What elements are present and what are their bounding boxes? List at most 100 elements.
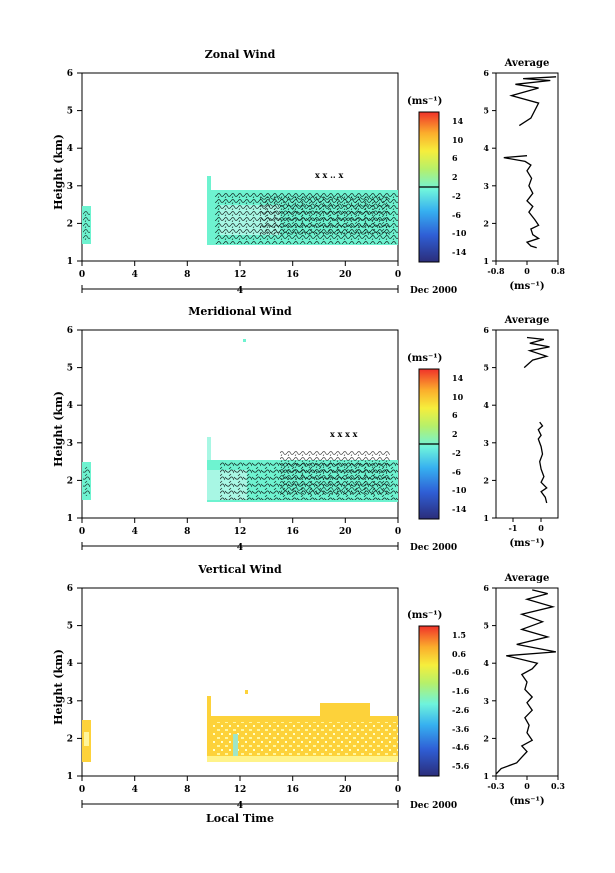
- zonal-colorbar-unit: (ms⁻¹): [407, 96, 442, 107]
- meridional-avg-frame: [495, 329, 559, 519]
- meridional-cb-tick: -10: [452, 485, 467, 495]
- meridional-contours-2: [280, 450, 390, 495]
- zonal-avg-ytick: 5: [483, 106, 489, 116]
- vertical-xtick: 0: [79, 785, 85, 795]
- meridional-cb-tick: 14: [452, 373, 464, 383]
- meridional-avg-ytick: 1: [483, 513, 489, 523]
- zonal-cb-tick: 6: [452, 153, 458, 163]
- meridional-cb-tick: 10: [452, 392, 464, 402]
- vertical-average-panel: Average 1 2 3 4 5 6 -0.3 0 0.3 (ms⁻¹): [483, 573, 565, 807]
- zonal-panel: Zonal Wind x x .. x Height (km) 1 2 3 4 …: [52, 48, 565, 296]
- vertical-date-label: Dec 2000: [410, 801, 457, 811]
- vertical-cb-tick: -5.6: [452, 761, 470, 771]
- zonal-avg-ytick: 2: [483, 218, 489, 228]
- zonal-ytick: 5: [67, 107, 73, 117]
- meridional-cb-tick: -14: [452, 504, 467, 514]
- zonal-cb-tick: 14: [452, 116, 464, 126]
- meridional-cb-tick: 2: [452, 429, 458, 439]
- meridional-cb-tick: -6: [452, 467, 461, 477]
- meridional-x-axis: 0 4 8 12 16 20 0 4 Dec 2000: [79, 518, 457, 553]
- meridional-ytick: 5: [67, 364, 73, 374]
- vertical-ytick: 6: [67, 584, 73, 594]
- meridional-ytick: 1: [67, 514, 73, 524]
- vertical-avg-ytick: 3: [483, 696, 489, 706]
- zonal-avg-xtick: -0.8: [487, 266, 505, 276]
- meridional-avg-xlabel: (ms⁻¹): [509, 538, 544, 549]
- zonal-title: Zonal Wind: [205, 48, 276, 61]
- vertical-cover-dot: [245, 690, 248, 694]
- vertical-cover-light: [212, 722, 398, 756]
- vertical-xtick: 4: [132, 785, 138, 795]
- meridional-xtick: 12: [234, 527, 247, 537]
- vertical-avg-profile: [495, 589, 557, 775]
- meridional-avg-ytick: 2: [483, 475, 489, 485]
- vertical-cb-tick: -3.6: [452, 724, 470, 734]
- zonal-ytick: 3: [67, 182, 73, 192]
- vertical-avg-title: Average: [504, 573, 550, 584]
- zonal-ytick: 6: [67, 69, 73, 79]
- zonal-avg-xtick: 0.8: [551, 266, 565, 276]
- zonal-contours-early: [83, 210, 90, 240]
- zonal-xtick: 0: [395, 270, 401, 280]
- vertical-title: Vertical Wind: [197, 563, 282, 576]
- zonal-contours-2: [260, 196, 390, 236]
- vertical-avg-ytick: 4: [483, 658, 489, 668]
- vertical-cb-tick: -1.6: [452, 686, 470, 696]
- meridional-cover-spike: [207, 437, 211, 460]
- meridional-cover-dot: [243, 339, 246, 342]
- vertical-cb-tick: -4.6: [452, 742, 470, 752]
- zonal-xtick: 8: [184, 270, 190, 280]
- meridional-avg-xtick: 0: [538, 523, 544, 533]
- vertical-avg-ytick: 6: [483, 583, 489, 593]
- meridional-xtick: 16: [286, 527, 299, 537]
- meridional-avg-profile: [537, 421, 548, 504]
- vertical-avg-xtick: 0.3: [551, 781, 565, 791]
- zonal-cover-spike: [207, 176, 211, 190]
- vertical-cover-upper: [320, 703, 370, 716]
- zonal-cb-tick: -10: [452, 228, 467, 238]
- meridional-colorbar: (ms⁻¹) 14 10 6 2 -2 -6 -10 -14: [407, 353, 467, 520]
- meridional-cb-tick: 6: [452, 410, 458, 420]
- vertical-cb-tick: 0.6: [452, 649, 466, 659]
- meridional-ytick: 2: [67, 476, 73, 486]
- vertical-colorbar: (ms⁻¹) 1.5 0.6 -0.6 -1.6 -2.6 -3.6 -4.6 …: [407, 610, 470, 777]
- zonal-avg-ytick: 4: [483, 143, 489, 153]
- vertical-xtick: 0: [395, 785, 401, 795]
- zonal-xtick: 12: [234, 270, 247, 280]
- zonal-avg-ytick: 6: [483, 68, 489, 78]
- meridional-xtick: 0: [395, 527, 401, 537]
- vertical-ytick: 4: [67, 659, 73, 669]
- meridional-avg-profile-upper: [523, 336, 550, 369]
- vertical-coverage: [82, 690, 398, 762]
- zonal-average-panel: Average 1 2 3 4 5 6 -0.8 0 0.8 (ms⁻¹): [483, 58, 565, 292]
- zonal-cb-tick: 2: [452, 172, 458, 182]
- zonal-colorbar: (ms⁻¹) 14 10 6 2 -2 -6 -10 -14: [407, 96, 467, 263]
- meridional-date-label: Dec 2000: [410, 543, 457, 553]
- meridional-ylabel: Height (km): [52, 391, 65, 467]
- zonal-avg-frame: [495, 72, 559, 262]
- vertical-avg-xlabel: (ms⁻¹): [509, 796, 544, 807]
- meridional-date-day: 4: [237, 543, 243, 553]
- zonal-ylabel: Height (km): [52, 134, 65, 210]
- vertical-ylabel: Height (km): [52, 649, 65, 725]
- meridional-ytick: 4: [67, 401, 73, 411]
- vertical-cb-tick: 1.5: [452, 630, 466, 640]
- vertical-avg-ytick: 2: [483, 733, 489, 743]
- vertical-date-day: 4: [237, 801, 243, 811]
- vertical-ytick: 5: [67, 622, 73, 632]
- vertical-avg-ytick: 1: [483, 771, 489, 781]
- vertical-xtick: 12: [234, 785, 247, 795]
- meridional-average-panel: Average 1 2 3 4 5 6 -1 0 (ms⁻¹): [483, 315, 559, 549]
- meridional-y-axis: Height (km) 1 2 3 4 5 6: [52, 326, 82, 524]
- zonal-avg-title: Average: [504, 58, 550, 69]
- meridional-xtick: 4: [132, 527, 138, 537]
- vertical-cb-tick: -2.6: [452, 705, 470, 715]
- vertical-panel: Vertical Wind Height (km) 1 2 3 4 5 6 0 …: [52, 563, 565, 825]
- meridional-avg-ytick: 4: [483, 400, 489, 410]
- vertical-ytick: 2: [67, 734, 73, 744]
- zonal-cb-tick: -2: [452, 191, 461, 201]
- zonal-date-label: Dec 2000: [410, 286, 457, 296]
- vertical-cover-cyan: [233, 734, 238, 762]
- meridional-specks: x x x x: [330, 429, 358, 439]
- vertical-avg-xtick: 0: [524, 781, 530, 791]
